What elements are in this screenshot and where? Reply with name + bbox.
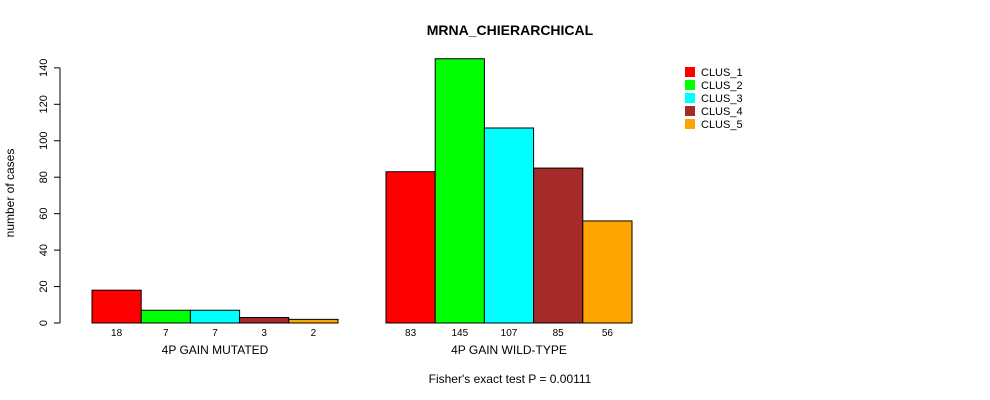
legend-swatch-clus-2 xyxy=(685,80,695,90)
bar-count-label: 3 xyxy=(261,328,267,339)
bar-mutated-clus-2 xyxy=(140,309,191,324)
legend-label: CLUS_4 xyxy=(701,106,743,118)
bar-count-label: 107 xyxy=(501,328,518,339)
legend-swatch-clus-4 xyxy=(685,106,695,116)
y-tick-label: 120 xyxy=(38,95,50,113)
y-tick-label: 60 xyxy=(38,208,50,220)
chart-title: MRNA_CHIERARCHICAL xyxy=(427,22,594,38)
bar-wild-type-clus-4 xyxy=(533,167,584,324)
bar-count-label: 18 xyxy=(111,328,123,339)
bar-mutated-clus-4 xyxy=(239,317,290,324)
legend-label: CLUS_5 xyxy=(701,119,743,131)
bar-count-label: 85 xyxy=(553,328,565,339)
y-tick-label: 40 xyxy=(38,244,50,256)
bar-count-label: 145 xyxy=(451,328,468,339)
bars: 18 7 7 3 2 4P GAIN MUTATED 83 145 107 85 56 4P GAIN… xyxy=(91,58,633,357)
y-tick-label: 20 xyxy=(38,280,50,292)
y-axis: 0 20 40 60 80 100 120 140 xyxy=(38,59,61,326)
bar-count-label: 2 xyxy=(311,328,317,339)
y-axis-label: number of cases xyxy=(3,149,17,238)
legend-swatch-clus-5 xyxy=(685,119,695,129)
bar-mutated-clus-3 xyxy=(189,309,241,324)
bar-count-label: 83 xyxy=(405,328,417,339)
bar-wild-type-clus-3 xyxy=(483,127,535,324)
y-tick-label: 0 xyxy=(38,320,50,326)
legend-label: CLUS_3 xyxy=(701,93,743,105)
bar-wild-type-clus-5 xyxy=(582,220,633,324)
bar-count-label: 7 xyxy=(163,328,169,339)
legend-label: CLUS_1 xyxy=(701,67,743,79)
y-tick-label: 140 xyxy=(38,59,50,77)
bar-mutated-clus-1 xyxy=(91,289,142,324)
fisher-test-footer: Fisher's exact test P = 0.00111 xyxy=(429,372,592,386)
group-label: 4P GAIN MUTATED xyxy=(162,343,269,357)
bar-mutated-clus-5 xyxy=(288,318,339,324)
bar-count-label: 7 xyxy=(212,328,218,339)
bar-wild-type-clus-2 xyxy=(434,58,485,324)
group-label: 4P GAIN WILD-TYPE xyxy=(451,343,567,357)
bar-wild-type-clus-1 xyxy=(385,171,436,324)
bar-count-label: 56 xyxy=(602,328,614,339)
legend-swatch-clus-1 xyxy=(685,67,695,77)
legend-swatch-clus-3 xyxy=(685,93,695,103)
legend-label: CLUS_2 xyxy=(701,80,743,92)
y-tick-label: 80 xyxy=(38,171,50,183)
y-tick-label: 100 xyxy=(38,132,50,150)
